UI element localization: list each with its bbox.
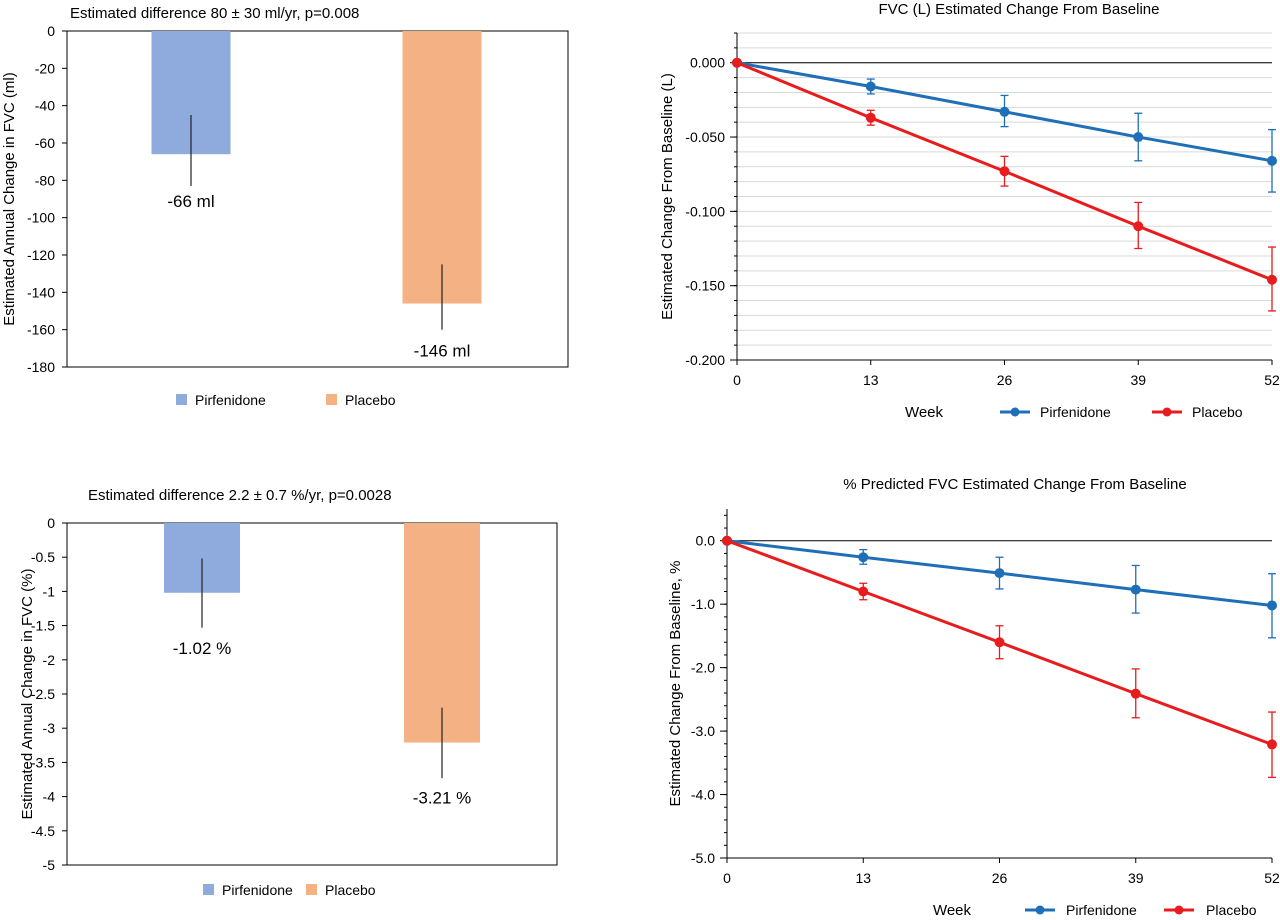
x-tick-label: 13: [863, 372, 879, 388]
y-tick-label: -2: [43, 652, 56, 668]
legend-label: Pirfenidone: [1066, 902, 1137, 918]
legend-swatch-pirfenidone: [176, 394, 187, 405]
data-point-placebo: [1267, 274, 1277, 285]
data-point-pirfenidone: [1267, 600, 1277, 611]
data-label: -1.02 %: [173, 639, 232, 658]
x-tick-label: 52: [1264, 870, 1280, 886]
legend-marker-pirfenidone: [1010, 407, 1020, 417]
x-axis-label: Week: [933, 902, 972, 919]
data-point-placebo: [994, 637, 1005, 648]
y-tick-label: -120: [27, 247, 55, 263]
y-axis-label: Estimated Annual Change in FVC (%): [19, 569, 36, 820]
data-point-placebo: [1133, 221, 1144, 232]
legend-label: Pirfenidone: [222, 882, 293, 898]
y-tick-label: -4.5: [31, 823, 55, 839]
x-tick-label: 52: [1264, 372, 1280, 388]
bar-placebo: [404, 523, 480, 743]
y-tick-label: 0.0: [696, 533, 716, 549]
data-point-placebo: [1130, 688, 1141, 699]
line-chart-4: % Predicted FVC Estimated Change From Ba…: [667, 476, 1280, 919]
y-tick-label: -3.0: [691, 723, 715, 739]
bar-chart-1: Estimated difference 80 ± 30 ml/yr, p=0.…: [1, 5, 569, 408]
legend-label: Placebo: [1192, 404, 1243, 420]
y-tick-label: -100: [27, 210, 55, 226]
data-point-pirfenidone: [1130, 584, 1141, 595]
y-tick-label: -0.5: [31, 549, 55, 565]
x-tick-label: 26: [997, 372, 1013, 388]
legend-swatch-placebo: [326, 394, 337, 405]
y-tick-label: -0.050: [685, 129, 725, 145]
y-tick-label: 0: [47, 23, 55, 39]
chart-title: FVC (L) Estimated Change From Baseline: [879, 1, 1160, 18]
y-tick-label: -1: [43, 583, 56, 599]
data-point-pirfenidone: [858, 552, 869, 563]
data-label: -66 ml: [167, 192, 214, 211]
y-tick-label: -140: [27, 284, 55, 300]
legend-marker-placebo: [1174, 905, 1184, 915]
legend-swatch-placebo: [306, 884, 317, 895]
legend-swatch-pirfenidone: [203, 884, 214, 895]
line-chart-2: FVC (L) Estimated Change From Baseline 0.…: [659, 1, 1280, 421]
chart-title: Estimated difference 80 ± 30 ml/yr, p=0.…: [70, 5, 359, 22]
x-tick-label: 39: [1130, 372, 1146, 388]
y-tick-label: -4: [43, 789, 56, 805]
x-tick-label: 39: [1128, 870, 1144, 886]
y-tick-label: -3: [43, 720, 56, 736]
y-tick-label: -2.5: [31, 686, 55, 702]
x-tick-label: 13: [855, 870, 871, 886]
data-point-pirfenidone: [1267, 155, 1277, 166]
y-tick-label: -5.0: [691, 850, 715, 866]
data-point-placebo: [1267, 739, 1277, 750]
y-tick-label: -1.5: [31, 618, 55, 634]
x-tick-label: 26: [992, 870, 1008, 886]
y-tick-label: -20: [35, 60, 55, 76]
y-tick-label: -180: [27, 359, 55, 375]
x-axis-label: Week: [905, 404, 944, 421]
y-tick-label: 0: [47, 515, 55, 531]
legend-marker-pirfenidone: [1035, 905, 1045, 915]
data-point-placebo: [858, 586, 869, 597]
y-tick-label: -160: [27, 322, 55, 338]
chart-title: % Predicted FVC Estimated Change From Ba…: [843, 476, 1186, 493]
legend-label: Pirfenidone: [195, 392, 266, 408]
y-tick-label: -4.0: [691, 787, 715, 803]
x-tick-label: 0: [723, 870, 731, 886]
y-tick-label: -0.100: [685, 203, 725, 219]
legend-marker-placebo: [1162, 407, 1172, 417]
data-point-placebo: [732, 57, 742, 68]
bar-placebo: [402, 31, 482, 304]
y-tick-label: -0.150: [685, 278, 725, 294]
legend-label: Placebo: [345, 392, 396, 408]
y-axis-label: Estimated Change From Baseline, %: [667, 561, 684, 807]
plot-area-frame: [66, 522, 558, 866]
chart-title: Estimated difference 2.2 ± 0.7 %/yr, p=0…: [88, 487, 392, 504]
y-tick-label: -60: [35, 135, 55, 151]
data-label: -3.21 %: [413, 789, 472, 808]
plot-area-frame: [66, 30, 569, 368]
bar-chart-3: Estimated difference 2.2 ± 0.7 %/yr, p=0…: [19, 487, 558, 898]
data-label: -146 ml: [414, 342, 471, 361]
y-tick-label: -5: [43, 857, 56, 873]
data-point-placebo: [999, 166, 1010, 177]
data-point-placebo: [722, 535, 732, 546]
y-axis-label: Estimated Annual Change in FVC (ml): [1, 72, 18, 325]
y-tick-label: 0.000: [690, 55, 725, 71]
data-point-pirfenidone: [865, 81, 876, 92]
y-tick-label: -1.0: [691, 596, 715, 612]
y-tick-label: -0.200: [685, 352, 725, 368]
y-tick-label: -3.5: [31, 754, 55, 770]
data-point-pirfenidone: [999, 106, 1010, 117]
x-tick-label: 0: [733, 372, 741, 388]
legend-label: Placebo: [1206, 902, 1257, 918]
y-tick-label: -80: [35, 172, 55, 188]
data-point-pirfenidone: [994, 568, 1005, 579]
y-axis-label: Estimated Change From Baseline (L): [659, 73, 676, 320]
legend-label: Pirfenidone: [1040, 404, 1111, 420]
data-point-pirfenidone: [1133, 132, 1144, 143]
y-tick-label: -40: [35, 98, 55, 114]
y-tick-label: -2.0: [691, 660, 715, 676]
data-point-placebo: [865, 112, 876, 123]
legend-label: Placebo: [325, 882, 376, 898]
